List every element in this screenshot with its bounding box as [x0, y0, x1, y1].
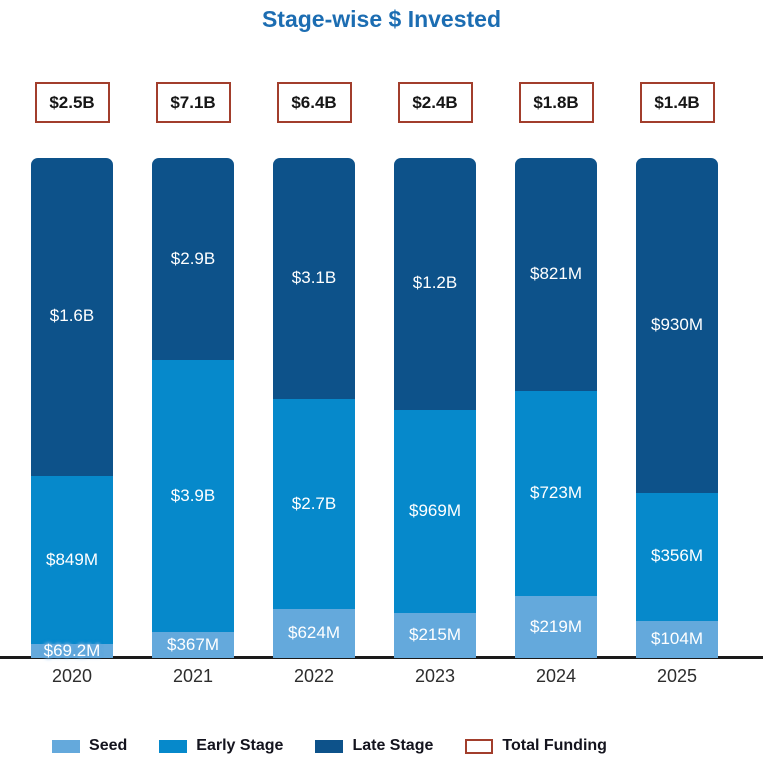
segment-value-label: $215M: [409, 625, 461, 645]
bar-segment-seed-2025: $104M: [636, 620, 718, 658]
total-funding-box-2023: $2.4B: [397, 82, 473, 123]
x-axis-label-2024: 2024: [535, 666, 577, 686]
legend-swatch-seed: [52, 739, 81, 753]
bar-2024: $821M $723M $219M: [515, 158, 597, 658]
bar-2023: $1.2B $969M $215M: [394, 158, 476, 658]
total-funding-box-2020: $2.5B: [34, 82, 110, 123]
bar-segment-late-stage-2022: $3.1B: [273, 158, 355, 400]
legend-label: Late Stage: [352, 737, 434, 754]
legend-item-total-funding: Total Funding: [465, 737, 607, 755]
segment-value-label: $1.6B: [49, 306, 95, 326]
legend-label: Early Stage: [196, 737, 284, 754]
bar-segment-seed-2022: $624M: [273, 609, 355, 658]
bar-segment-early-stage-2023: $969M: [394, 409, 476, 613]
legend: Seed Early Stage Late Stage Total Funding: [0, 737, 711, 755]
segment-value-label: $219M: [530, 616, 582, 636]
segment-value-label: $356M: [651, 546, 703, 566]
legend-swatch-total-funding: [465, 738, 494, 754]
total-funding-box-2022: $6.4B: [276, 82, 352, 123]
segment-value-label: $367M: [167, 634, 219, 654]
legend-label: Seed: [89, 737, 128, 754]
segment-value-label: $2.7B: [291, 494, 337, 513]
bar-segment-late-stage-2020: $1.6B: [31, 158, 113, 476]
bar-2020: $1.6B $849M $69.2M: [31, 158, 113, 660]
bar-2021: $2.9B $3.9B $367M: [152, 158, 234, 658]
bar-2025: $930M $356M $104M: [636, 158, 718, 658]
segment-value-label: $930M: [651, 314, 703, 334]
segment-value-label: $2.9B: [170, 248, 216, 268]
segment-value-label: $69.2M: [43, 640, 101, 660]
bar-segment-late-stage-2021: $2.9B: [152, 158, 234, 361]
segment-value-label: $3.9B: [170, 486, 216, 505]
legend-item-early-stage: Early Stage: [159, 737, 283, 755]
legend-swatch-early-stage: [159, 739, 188, 753]
segment-value-label: $1.2B: [412, 273, 458, 293]
chart-title: Stage-wise $ Invested: [261, 6, 502, 32]
legend-label: Total Funding: [502, 737, 607, 754]
segment-value-label: $3.1B: [291, 268, 337, 288]
x-axis-label-2021: 2021: [172, 666, 214, 686]
total-funding-box-2024: $1.8B: [518, 82, 594, 123]
bar-segment-late-stage-2023: $1.2B: [394, 158, 476, 410]
x-axis-label-2020: 2020: [51, 666, 93, 686]
legend-item-seed: Seed: [52, 737, 127, 755]
bar-2022: $3.1B $2.7B $624M: [273, 158, 355, 658]
bar-segment-late-stage-2025: $930M: [636, 158, 718, 493]
x-axis-line: [0, 656, 763, 659]
legend-swatch-late-stage: [315, 739, 344, 753]
total-funding-box-2021: $7.1B: [155, 82, 231, 123]
bar-segment-early-stage-2022: $2.7B: [273, 399, 355, 610]
bar-segment-seed-2020: $69.2M: [31, 640, 113, 660]
segment-value-label: $723M: [530, 483, 582, 502]
bar-segment-late-stage-2024: $821M: [515, 158, 597, 391]
segment-value-label: $624M: [288, 623, 340, 643]
legend-item-late-stage: Late Stage: [315, 737, 433, 755]
segment-value-label: $821M: [530, 264, 582, 284]
segment-value-label: $969M: [409, 500, 461, 520]
bar-segment-early-stage-2020: $849M: [31, 475, 113, 645]
x-axis-label-2025: 2025: [656, 666, 698, 686]
bar-segment-seed-2023: $215M: [394, 612, 476, 658]
x-axis-label-2023: 2023: [414, 666, 456, 686]
bar-segment-early-stage-2025: $356M: [636, 492, 718, 621]
segment-value-label: $104M: [651, 628, 703, 648]
bar-segment-early-stage-2024: $723M: [515, 390, 597, 596]
x-axis-label-2022: 2022: [293, 666, 335, 686]
bar-segment-seed-2021: $367M: [152, 632, 234, 658]
bar-segment-seed-2024: $219M: [515, 595, 597, 658]
total-funding-box-2025: $1.4B: [639, 82, 715, 123]
segment-value-label: $849M: [46, 549, 98, 569]
bar-segment-early-stage-2021: $3.9B: [152, 360, 234, 633]
